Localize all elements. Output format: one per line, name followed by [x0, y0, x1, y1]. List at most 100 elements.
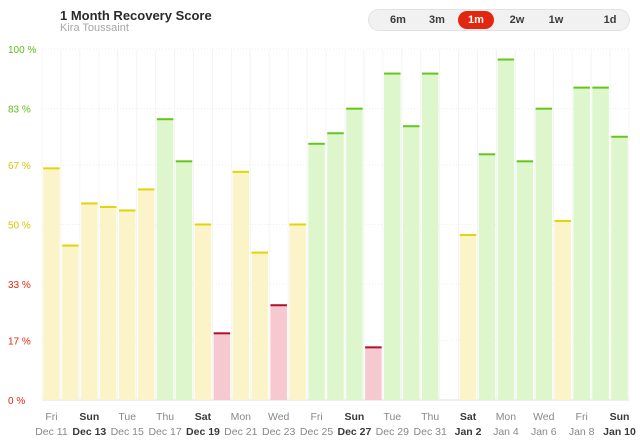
bar-top-marker — [327, 132, 344, 135]
x-tick-day-label: Sat — [460, 411, 477, 423]
bar — [459, 235, 477, 400]
x-tick-day-label: Sun — [345, 411, 365, 423]
bar-top-marker — [232, 170, 250, 173]
chart-title: 1 Month Recovery Score — [60, 8, 212, 23]
bar — [516, 161, 534, 400]
bar — [573, 87, 590, 401]
bar — [270, 305, 287, 400]
bar — [478, 154, 496, 400]
bar — [175, 161, 193, 400]
x-tick-date-label: Jan 10 — [603, 426, 636, 438]
bar-top-marker — [346, 107, 363, 110]
bar-top-marker — [62, 244, 79, 247]
x-tick-date-label: Dec 15 — [111, 426, 144, 438]
bar-top-marker — [459, 234, 477, 237]
bar-top-marker — [497, 58, 515, 61]
bar — [156, 119, 174, 400]
bar-top-marker — [43, 167, 60, 170]
x-tick-day-label: Mon — [496, 411, 517, 423]
bar-top-marker — [516, 160, 534, 163]
bar — [421, 73, 439, 400]
bar — [213, 333, 231, 400]
user-name: Kira Toussaint — [60, 22, 129, 34]
y-tick-label: 100 % — [8, 45, 36, 56]
x-tick-date-label: Dec 11 — [35, 426, 68, 438]
bar-top-marker — [118, 209, 136, 212]
bar — [194, 224, 212, 400]
bar — [62, 245, 79, 400]
x-tick-day-label: Sun — [79, 411, 99, 423]
x-tick-date-label: Dec 19 — [186, 426, 220, 438]
y-tick-label: 83 % — [8, 105, 31, 116]
range-1w-button[interactable]: 1w — [548, 14, 564, 26]
bar-top-marker — [289, 223, 306, 226]
bar — [402, 126, 420, 400]
bar-top-marker — [81, 202, 98, 205]
bar-top-marker — [213, 332, 231, 335]
bar-top-marker — [554, 219, 571, 222]
bar — [308, 143, 325, 400]
x-tick-date-label: Dec 25 — [300, 426, 333, 438]
y-tick-label: 50 % — [8, 221, 31, 232]
bar-top-marker — [478, 153, 496, 156]
x-tick-day-label: Mon — [231, 411, 252, 423]
bar-top-marker — [573, 86, 590, 89]
bar-top-marker — [384, 72, 401, 75]
x-tick-day-label: Sun — [610, 411, 630, 423]
bar — [100, 206, 117, 400]
x-tick-day-label: Tue — [118, 411, 136, 423]
bars — [43, 58, 628, 401]
y-axis: 0 % 17 % 33 % 50 % 67 % 83 % 100 % — [8, 45, 36, 407]
x-tick-day-label: Fri — [576, 411, 588, 423]
bar — [43, 168, 60, 400]
x-tick-date-label: Jan 4 — [493, 426, 519, 438]
bar — [81, 203, 98, 400]
x-tick-date-label: Dec 17 — [148, 426, 181, 438]
bar — [384, 73, 401, 400]
x-tick-date-label: Dec 13 — [72, 426, 106, 438]
x-tick-date-label: Dec 21 — [224, 426, 257, 438]
y-tick-label: 0 % — [8, 396, 25, 407]
x-tick-day-label: Wed — [533, 411, 555, 423]
bar-top-marker — [156, 118, 174, 121]
range-2w-button[interactable]: 2w — [509, 14, 525, 26]
bar-top-marker — [137, 188, 155, 191]
x-axis: Fri Dec 11 Sun Dec 13 Tue Dec 15 Thu Dec 17 Sat D… — [35, 411, 636, 438]
bar-top-marker — [421, 72, 439, 75]
range-1d-button[interactable]: 1d — [603, 14, 617, 26]
x-tick-date-label: Jan 2 — [455, 426, 482, 438]
x-tick-day-label: Sat — [195, 411, 212, 423]
bar-top-marker — [611, 135, 628, 138]
y-tick-label: 17 % — [8, 336, 31, 347]
x-tick-date-label: Jan 6 — [531, 426, 557, 438]
bar-top-marker — [365, 346, 382, 349]
bar — [365, 347, 382, 400]
bar — [535, 108, 553, 401]
range-1m-button[interactable]: 1m — [458, 11, 494, 29]
range-6m-button[interactable]: 6m — [390, 14, 406, 26]
bar — [611, 136, 628, 400]
y-tick-label: 67 % — [8, 161, 31, 172]
bar — [327, 133, 344, 401]
bar — [346, 108, 363, 401]
bar-top-marker — [308, 142, 325, 145]
bar-top-marker — [194, 223, 212, 226]
bar-top-marker — [592, 86, 609, 89]
bar — [137, 189, 155, 400]
bar — [232, 171, 250, 400]
time-range-selector: 6m 3m 1m 2w 1w 1d — [368, 9, 630, 31]
y-tick-label: 33 % — [8, 280, 31, 291]
bar-top-marker — [270, 304, 287, 307]
bar — [554, 220, 571, 400]
x-tick-day-label: Tue — [383, 411, 401, 423]
x-tick-date-label: Dec 29 — [376, 426, 409, 438]
bar-top-marker — [100, 205, 117, 208]
bar-top-marker — [175, 160, 193, 163]
x-tick-date-label: Jan 8 — [569, 426, 595, 438]
range-3m-button[interactable]: 3m — [429, 14, 445, 26]
bar — [497, 59, 515, 400]
x-tick-date-label: Dec 31 — [414, 426, 447, 438]
bar — [592, 87, 609, 401]
x-tick-day-label: Thu — [156, 411, 174, 423]
